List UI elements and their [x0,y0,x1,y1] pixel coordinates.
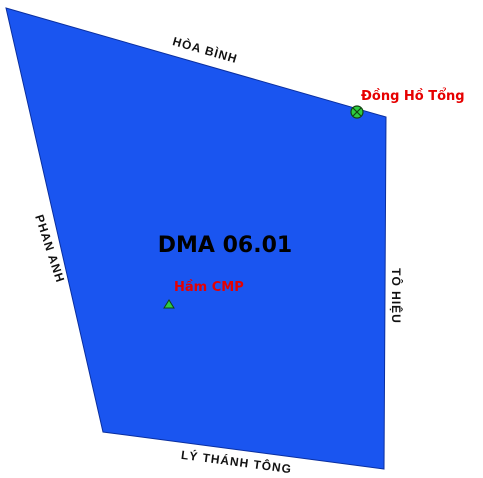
tunnel-label: Hầm CMP [174,280,244,295]
street-label-east: TÔ HIỆU [389,268,404,324]
triangle-icon[interactable] [163,299,175,309]
zone-label: DMA 06.01 [158,233,292,258]
meter-circle-x-icon[interactable] [350,105,364,119]
dma-zone-polygon[interactable] [5,7,387,470]
master-meter-label: Đồng Hồ Tổng [361,88,465,104]
